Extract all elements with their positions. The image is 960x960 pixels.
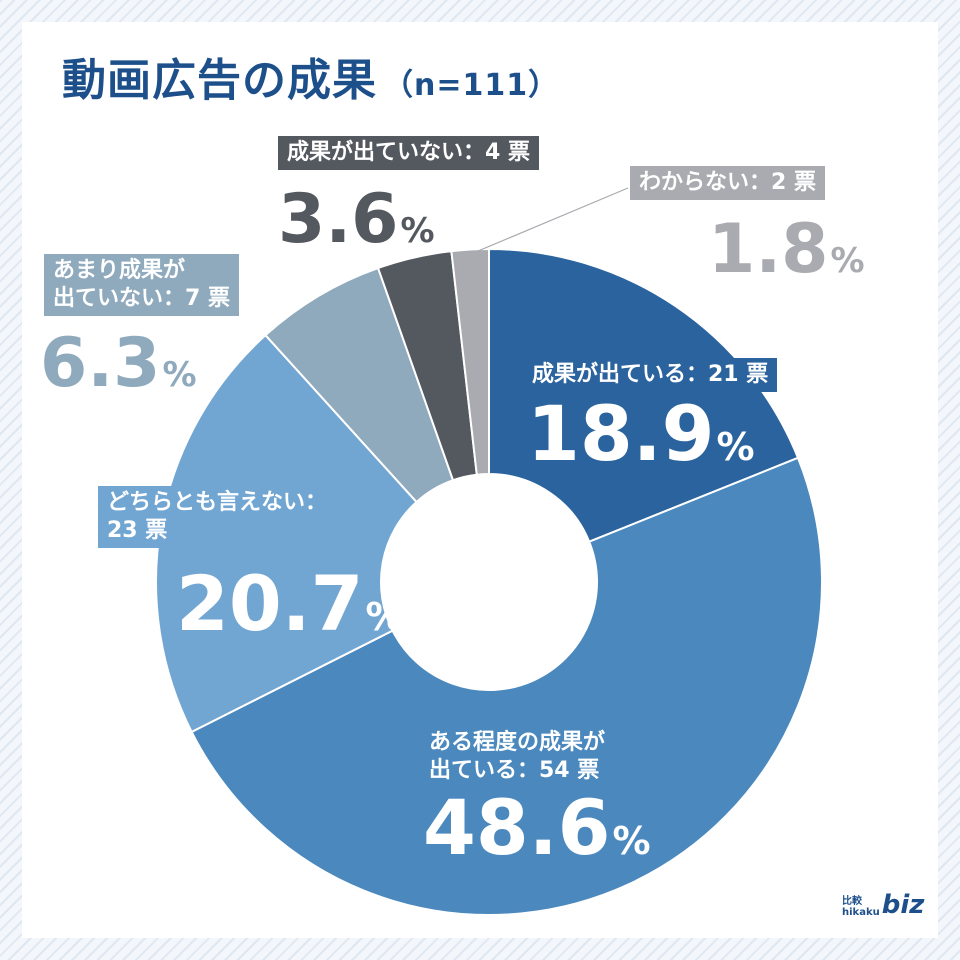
brand-logo-main: biz — [881, 890, 925, 920]
percent-s6-unit: % — [830, 241, 865, 281]
leader-line-s6 — [458, 187, 629, 260]
percent-s2-value: 48.6 — [423, 783, 611, 872]
percent-s2: 48.6% — [423, 790, 651, 866]
label-s3-line1: どちらとも言えない： — [107, 490, 328, 515]
percent-s1-unit: % — [716, 425, 755, 469]
chart-title-text: 動画広告の成果 — [62, 55, 377, 106]
percent-s1: 18.9% — [527, 396, 755, 472]
label-s2-line1: ある程度の成果が — [429, 730, 606, 755]
percent-s5: 3.6% — [278, 186, 435, 254]
percent-s4: 6.3% — [40, 330, 197, 398]
percent-s6: 1.8% — [708, 216, 865, 284]
slice-s2 — [190, 456, 823, 916]
label-s5: 成果が出ていない：4 票 — [278, 136, 539, 170]
label-s3: どちらとも言えない： 23 票 — [98, 486, 337, 548]
sample-size: （n=111） — [383, 68, 560, 103]
brand-logo-small: 比較 hikaku — [842, 896, 880, 918]
label-s3-line2: 23 票 — [107, 518, 168, 543]
brand-logo-bottom: hikaku — [842, 907, 880, 918]
percent-s1-value: 18.9 — [527, 389, 715, 478]
percent-s6-value: 1.8 — [708, 210, 829, 289]
percent-s3-unit: % — [365, 595, 404, 639]
label-s2-line2: 出ている：54 票 — [429, 758, 600, 783]
percent-s4-unit: % — [162, 355, 197, 395]
percent-s2-unit: % — [612, 819, 651, 863]
percent-s5-unit: % — [400, 211, 435, 251]
label-s2: ある程度の成果が 出ている：54 票 — [420, 726, 615, 788]
slice-s1 — [488, 247, 800, 544]
percent-s5-value: 3.6 — [278, 180, 399, 259]
brand-logo-top: 比較 — [842, 896, 862, 907]
label-s4: あまり成果が 出ていない：7 票 — [44, 254, 239, 316]
label-s6: わからない：2 票 — [630, 166, 825, 200]
percent-s3-value: 20.7 — [176, 559, 364, 648]
slice-s6 — [450, 247, 490, 476]
label-s4-line1: あまり成果が — [53, 258, 186, 283]
chart-title: 動画広告の成果 （n=111） — [62, 44, 559, 108]
label-s1: 成果が出ている：21 票 — [523, 358, 778, 392]
percent-s4-value: 6.3 — [40, 324, 161, 403]
brand-logo: 比較 hikaku biz — [842, 892, 924, 918]
label-s4-line2: 出ていない：7 票 — [53, 286, 230, 311]
percent-s3: 20.7% — [176, 566, 404, 642]
